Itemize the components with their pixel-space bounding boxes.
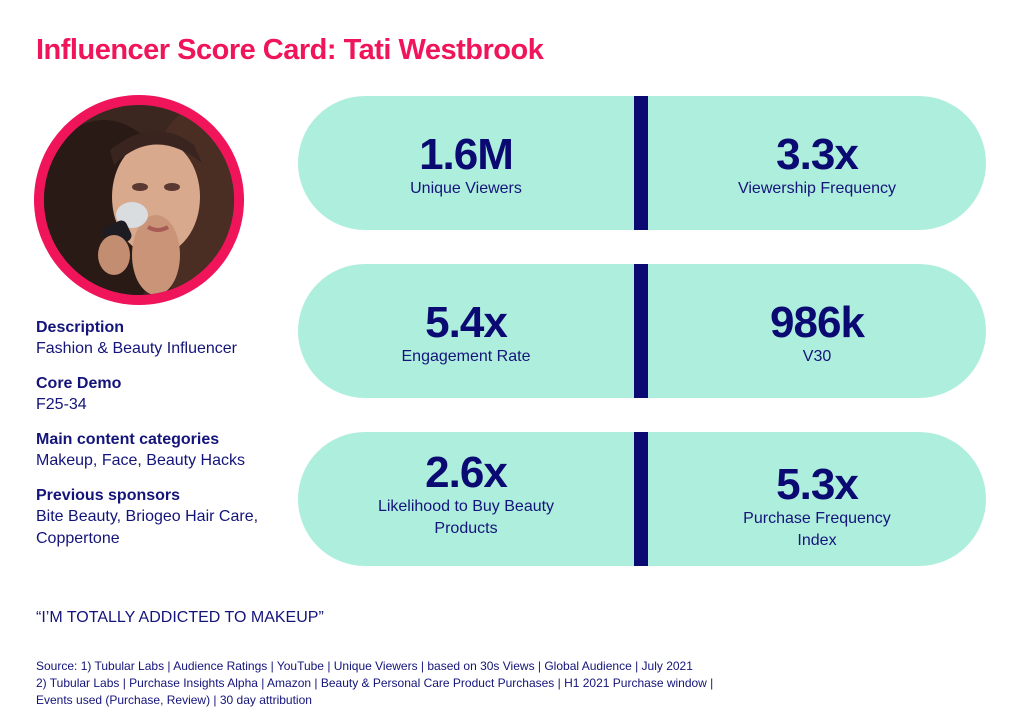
metric-value: 986k	[770, 298, 865, 347]
metric-viewership-frequency: 3.3x Viewership Frequency	[648, 96, 986, 230]
metric-value: 3.3x	[776, 130, 859, 179]
sponsors-value-line-1: Bite Beauty, Briogeo Hair Care,	[36, 508, 259, 525]
metric-pill-2: 5.4x Engagement Rate 986k V30	[298, 264, 986, 398]
metric-value: 5.3x	[776, 460, 859, 509]
sponsors-label: Previous sponsors	[36, 487, 181, 504]
pill-divider	[634, 264, 648, 398]
metric-engagement-rate: 5.4x Engagement Rate	[298, 264, 634, 398]
metric-label: Viewership Frequency	[737, 180, 896, 197]
page-title: Influencer Score Card: Tati Westbrook	[36, 34, 544, 66]
sponsors-value-line-2: Coppertone	[36, 530, 120, 547]
metric-purchase-frequency: 5.3x Purchase Frequency Index	[648, 432, 986, 566]
metric-v30: 986k V30	[648, 264, 986, 398]
description-label: Description	[36, 319, 125, 336]
profile-photo-illustration	[44, 105, 234, 295]
metric-pill-1: 1.6M Unique Viewers 3.3x Viewership Freq…	[298, 96, 986, 230]
influencer-quote: “I’M TOTALLY ADDICTED TO MAKEUP”	[36, 609, 324, 626]
metric-label-line-1: Purchase Frequency	[743, 510, 891, 527]
profile-info: Description Fashion & Beauty Influencer …	[36, 318, 296, 564]
source-line-3: Events used (Purchase, Review) | 30 day …	[36, 693, 312, 707]
categories-value: Makeup, Face, Beauty Hacks	[36, 452, 245, 469]
sponsors-block: Previous sponsors Bite Beauty, Briogeo H…	[36, 486, 296, 550]
pill-divider	[634, 96, 648, 230]
metric-label-line-2: Index	[797, 532, 837, 549]
pill-divider	[634, 432, 648, 566]
metric-value: 2.6x	[425, 448, 508, 497]
categories-label: Main content categories	[36, 431, 220, 448]
source-line-1: Source: 1) Tubular Labs | Audience Ratin…	[36, 659, 693, 673]
description-value: Fashion & Beauty Influencer	[36, 340, 238, 357]
metric-likelihood-to-buy: 2.6x Likelihood to Buy Beauty Products	[298, 432, 634, 566]
core-demo-label: Core Demo	[36, 375, 122, 392]
metric-label: Engagement Rate	[401, 348, 531, 365]
source-footnote: Source: 1) Tubular Labs | Audience Ratin…	[36, 658, 796, 709]
profile-photo	[44, 105, 234, 295]
metric-label: Unique Viewers	[410, 180, 522, 197]
categories-block: Main content categories Makeup, Face, Be…	[36, 430, 296, 472]
description-block: Description Fashion & Beauty Influencer	[36, 318, 296, 360]
metric-unique-viewers: 1.6M Unique Viewers	[298, 96, 634, 230]
profile-photo-ring	[34, 95, 244, 305]
source-line-2: 2) Tubular Labs | Purchase Insights Alph…	[36, 676, 714, 690]
metric-pill-3: 2.6x Likelihood to Buy Beauty Products 5…	[298, 432, 986, 566]
metric-value: 5.4x	[425, 298, 508, 347]
core-demo-block: Core Demo F25-34	[36, 374, 296, 416]
core-demo-value: F25-34	[36, 396, 87, 413]
metric-value: 1.6M	[419, 130, 514, 179]
metric-label-line-1: Likelihood to Buy Beauty	[377, 498, 555, 515]
metric-label-line-2: Products	[434, 520, 498, 537]
metric-label: V30	[802, 348, 832, 365]
